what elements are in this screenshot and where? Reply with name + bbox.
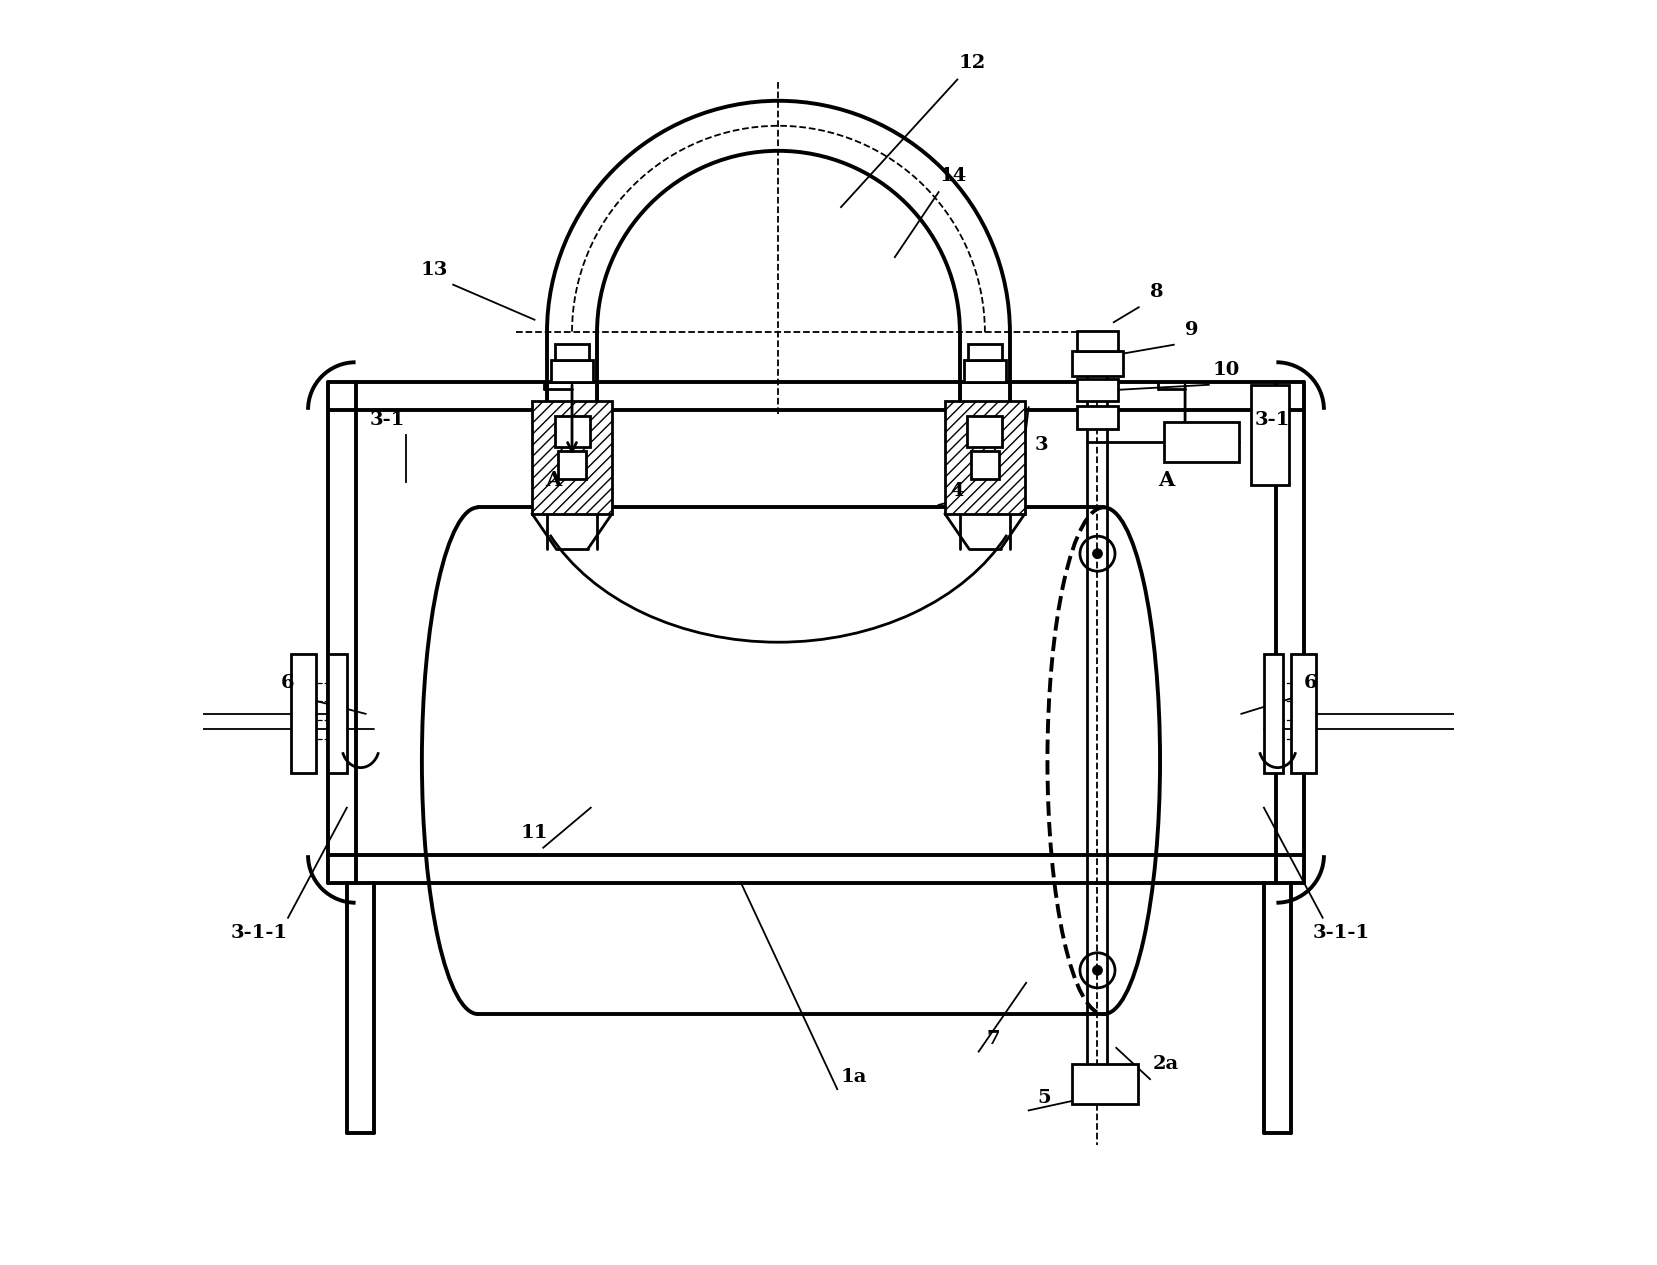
Bar: [1291, 654, 1316, 773]
Text: 3: 3: [1034, 436, 1047, 454]
Text: 8: 8: [1150, 283, 1163, 301]
Text: 1a: 1a: [840, 1068, 867, 1085]
Bar: [968, 416, 1002, 448]
Bar: [968, 344, 1002, 361]
Text: A: A: [1158, 469, 1175, 490]
Bar: [971, 452, 999, 478]
Bar: [1077, 331, 1117, 350]
Text: 5: 5: [1037, 1089, 1051, 1107]
Text: 6: 6: [1304, 673, 1317, 692]
Text: 6: 6: [282, 673, 295, 692]
Text: 3-1: 3-1: [1254, 411, 1291, 429]
Text: 3-1: 3-1: [370, 411, 404, 429]
Bar: [1264, 654, 1283, 773]
Text: 3-1-1: 3-1-1: [1312, 923, 1370, 941]
Bar: [1251, 385, 1289, 484]
Text: 10: 10: [1213, 361, 1239, 378]
Bar: [550, 361, 593, 382]
Bar: [555, 344, 588, 361]
Circle shape: [1092, 965, 1102, 975]
Text: 7: 7: [988, 1030, 1001, 1049]
Text: 2a: 2a: [1153, 1055, 1180, 1073]
Bar: [944, 401, 1026, 514]
Bar: [555, 416, 590, 448]
Text: 11: 11: [520, 824, 548, 841]
Text: 12: 12: [959, 54, 986, 72]
Bar: [1077, 378, 1117, 401]
Text: 14: 14: [940, 167, 968, 185]
Text: 4: 4: [951, 482, 964, 500]
Circle shape: [1092, 549, 1102, 559]
Text: A: A: [545, 469, 562, 490]
Bar: [532, 401, 611, 514]
Bar: [558, 452, 587, 478]
Text: 13: 13: [421, 261, 447, 278]
Bar: [1072, 350, 1122, 376]
Bar: [1163, 423, 1239, 462]
Bar: [964, 361, 1006, 382]
Bar: [1072, 1064, 1137, 1104]
Bar: [1077, 406, 1117, 429]
Text: 3-1-1: 3-1-1: [230, 923, 288, 941]
Bar: [328, 654, 346, 773]
Bar: [290, 654, 315, 773]
Text: 9: 9: [1185, 321, 1198, 339]
